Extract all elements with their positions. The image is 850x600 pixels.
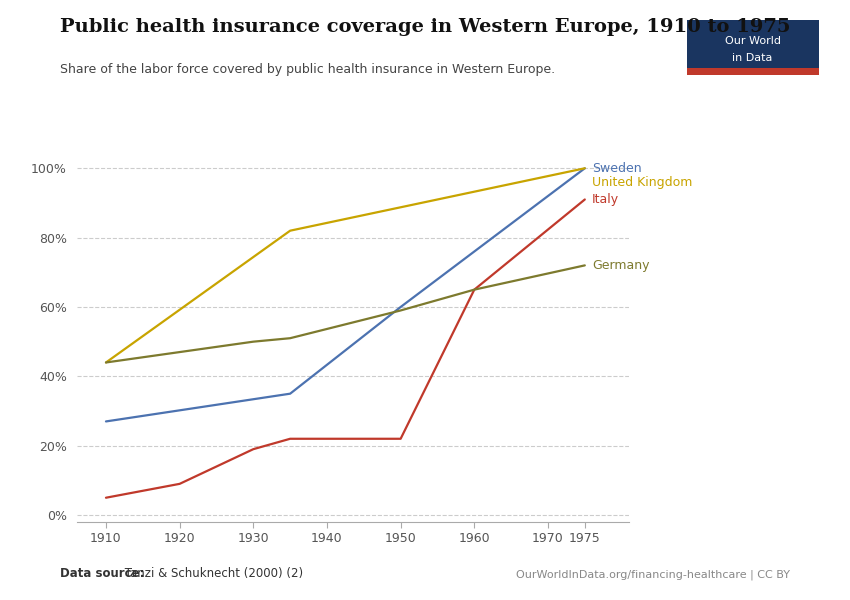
FancyBboxPatch shape xyxy=(687,68,819,75)
FancyBboxPatch shape xyxy=(687,20,819,75)
Text: in Data: in Data xyxy=(733,53,773,64)
Text: Our World: Our World xyxy=(725,36,780,46)
Text: OurWorldInData.org/financing-healthcare | CC BY: OurWorldInData.org/financing-healthcare … xyxy=(517,570,790,580)
Text: Public health insurance coverage in Western Europe, 1910 to 1975: Public health insurance coverage in West… xyxy=(60,18,790,36)
Text: United Kingdom: United Kingdom xyxy=(592,176,693,188)
Text: Italy: Italy xyxy=(592,193,620,206)
Text: Germany: Germany xyxy=(592,259,649,272)
Text: Data source:: Data source: xyxy=(60,567,144,580)
Text: Share of the labor force covered by public health insurance in Western Europe.: Share of the labor force covered by publ… xyxy=(60,63,554,76)
Text: Tanzi & Schuknecht (2000) (2): Tanzi & Schuknecht (2000) (2) xyxy=(121,567,303,580)
Text: Sweden: Sweden xyxy=(592,162,642,175)
